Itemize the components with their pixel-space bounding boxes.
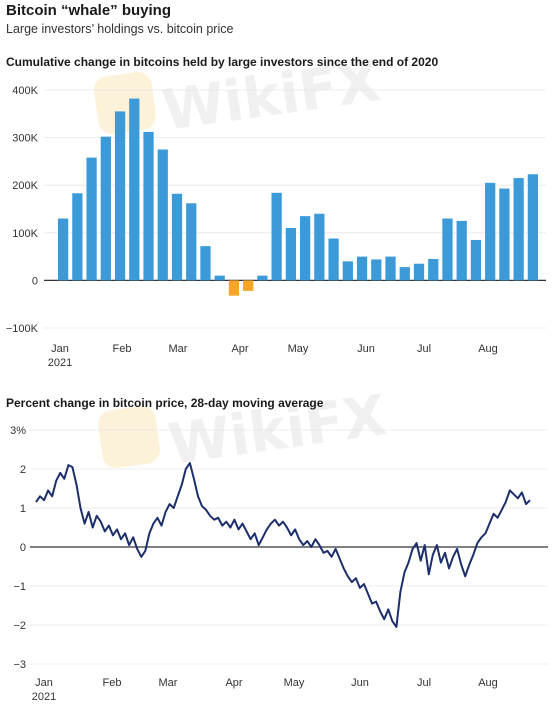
x-tick-label: Jun xyxy=(357,343,375,355)
bar xyxy=(428,258,439,281)
y-tick-label: 300K xyxy=(12,133,38,145)
y-tick-label: 0 xyxy=(20,542,26,554)
whale-holdings-bar-chart: −100K 0 100K 200K 300K 400K Jan Feb Mar Apr May Jun… xyxy=(6,85,546,369)
price-change-line-chart: −3 −2 −1 0 1 2 3% Jan Feb Mar Apr May Jun Jul Aug 2021 xyxy=(10,425,548,703)
bar xyxy=(470,239,482,281)
bar xyxy=(57,218,69,281)
x-tick-label: Jan xyxy=(51,343,69,355)
bar xyxy=(342,261,353,281)
y-tick-label: −3 xyxy=(13,659,26,671)
y-tick-label: −1 xyxy=(13,581,26,593)
y-tick-label: −2 xyxy=(13,620,26,632)
bar xyxy=(356,256,368,281)
x-tick-year-label: 2021 xyxy=(48,357,72,369)
bar xyxy=(72,193,83,281)
y-tick-label: 0 xyxy=(32,275,38,287)
bar xyxy=(456,220,467,281)
bar xyxy=(129,98,140,281)
x-tick-label: Aug xyxy=(478,343,498,355)
bar xyxy=(114,111,126,281)
bar xyxy=(143,131,154,281)
y-tick-label: 400K xyxy=(12,85,38,97)
x-tick-year-label: 2021 xyxy=(32,691,56,703)
bar xyxy=(271,192,282,281)
bar xyxy=(499,188,510,281)
y-tick-label: 2 xyxy=(20,464,26,476)
x-tick-label: Jul xyxy=(417,343,431,355)
bar xyxy=(385,256,396,281)
y-tick-label: −100K xyxy=(6,323,39,335)
x-tick-label: Feb xyxy=(113,343,132,355)
x-tick-label: Jul xyxy=(417,677,431,689)
bar xyxy=(299,216,311,281)
bar xyxy=(328,238,339,281)
bar xyxy=(86,157,97,281)
y-tick-label: 100K xyxy=(12,228,38,240)
bar xyxy=(214,275,225,281)
chart2-title: Percent change in bitcoin price, 28-day … xyxy=(6,396,324,410)
x-tick-label: Jan xyxy=(35,677,53,689)
bar xyxy=(413,263,425,281)
x-tick-label: Aug xyxy=(478,677,498,689)
bar xyxy=(171,193,183,281)
x-tick-label: Apr xyxy=(225,677,242,689)
bar xyxy=(399,267,410,281)
bar xyxy=(285,228,297,281)
bar xyxy=(371,259,382,281)
x-tick-label: Apr xyxy=(231,343,248,355)
bar xyxy=(257,275,268,281)
bar xyxy=(513,178,524,281)
y-tick-label: 1 xyxy=(20,503,26,515)
x-tick-label: May xyxy=(284,677,305,689)
x-tick-label: May xyxy=(288,343,309,355)
y-tick-label: 3% xyxy=(10,425,26,437)
bar xyxy=(527,174,539,281)
bar xyxy=(100,136,111,281)
bar xyxy=(442,218,453,281)
bar xyxy=(228,280,240,296)
chart1-title: Cumulative change in bitcoins held by la… xyxy=(6,55,439,69)
x-tick-label: Mar xyxy=(159,677,178,689)
bar xyxy=(314,213,325,281)
bar xyxy=(186,203,197,281)
page-title: Bitcoin “whale” buying xyxy=(6,2,172,19)
x-tick-label: Feb xyxy=(103,677,122,689)
series-line xyxy=(35,462,531,628)
x-tick-label: Jun xyxy=(351,677,369,689)
bar xyxy=(243,280,254,291)
x-tick-label: Mar xyxy=(169,343,188,355)
bar xyxy=(157,149,168,281)
bar xyxy=(200,246,211,281)
bar xyxy=(485,182,496,281)
y-tick-label: 200K xyxy=(12,180,38,192)
page-subtitle: Large investors’ holdings vs. bitcoin pr… xyxy=(6,22,234,36)
